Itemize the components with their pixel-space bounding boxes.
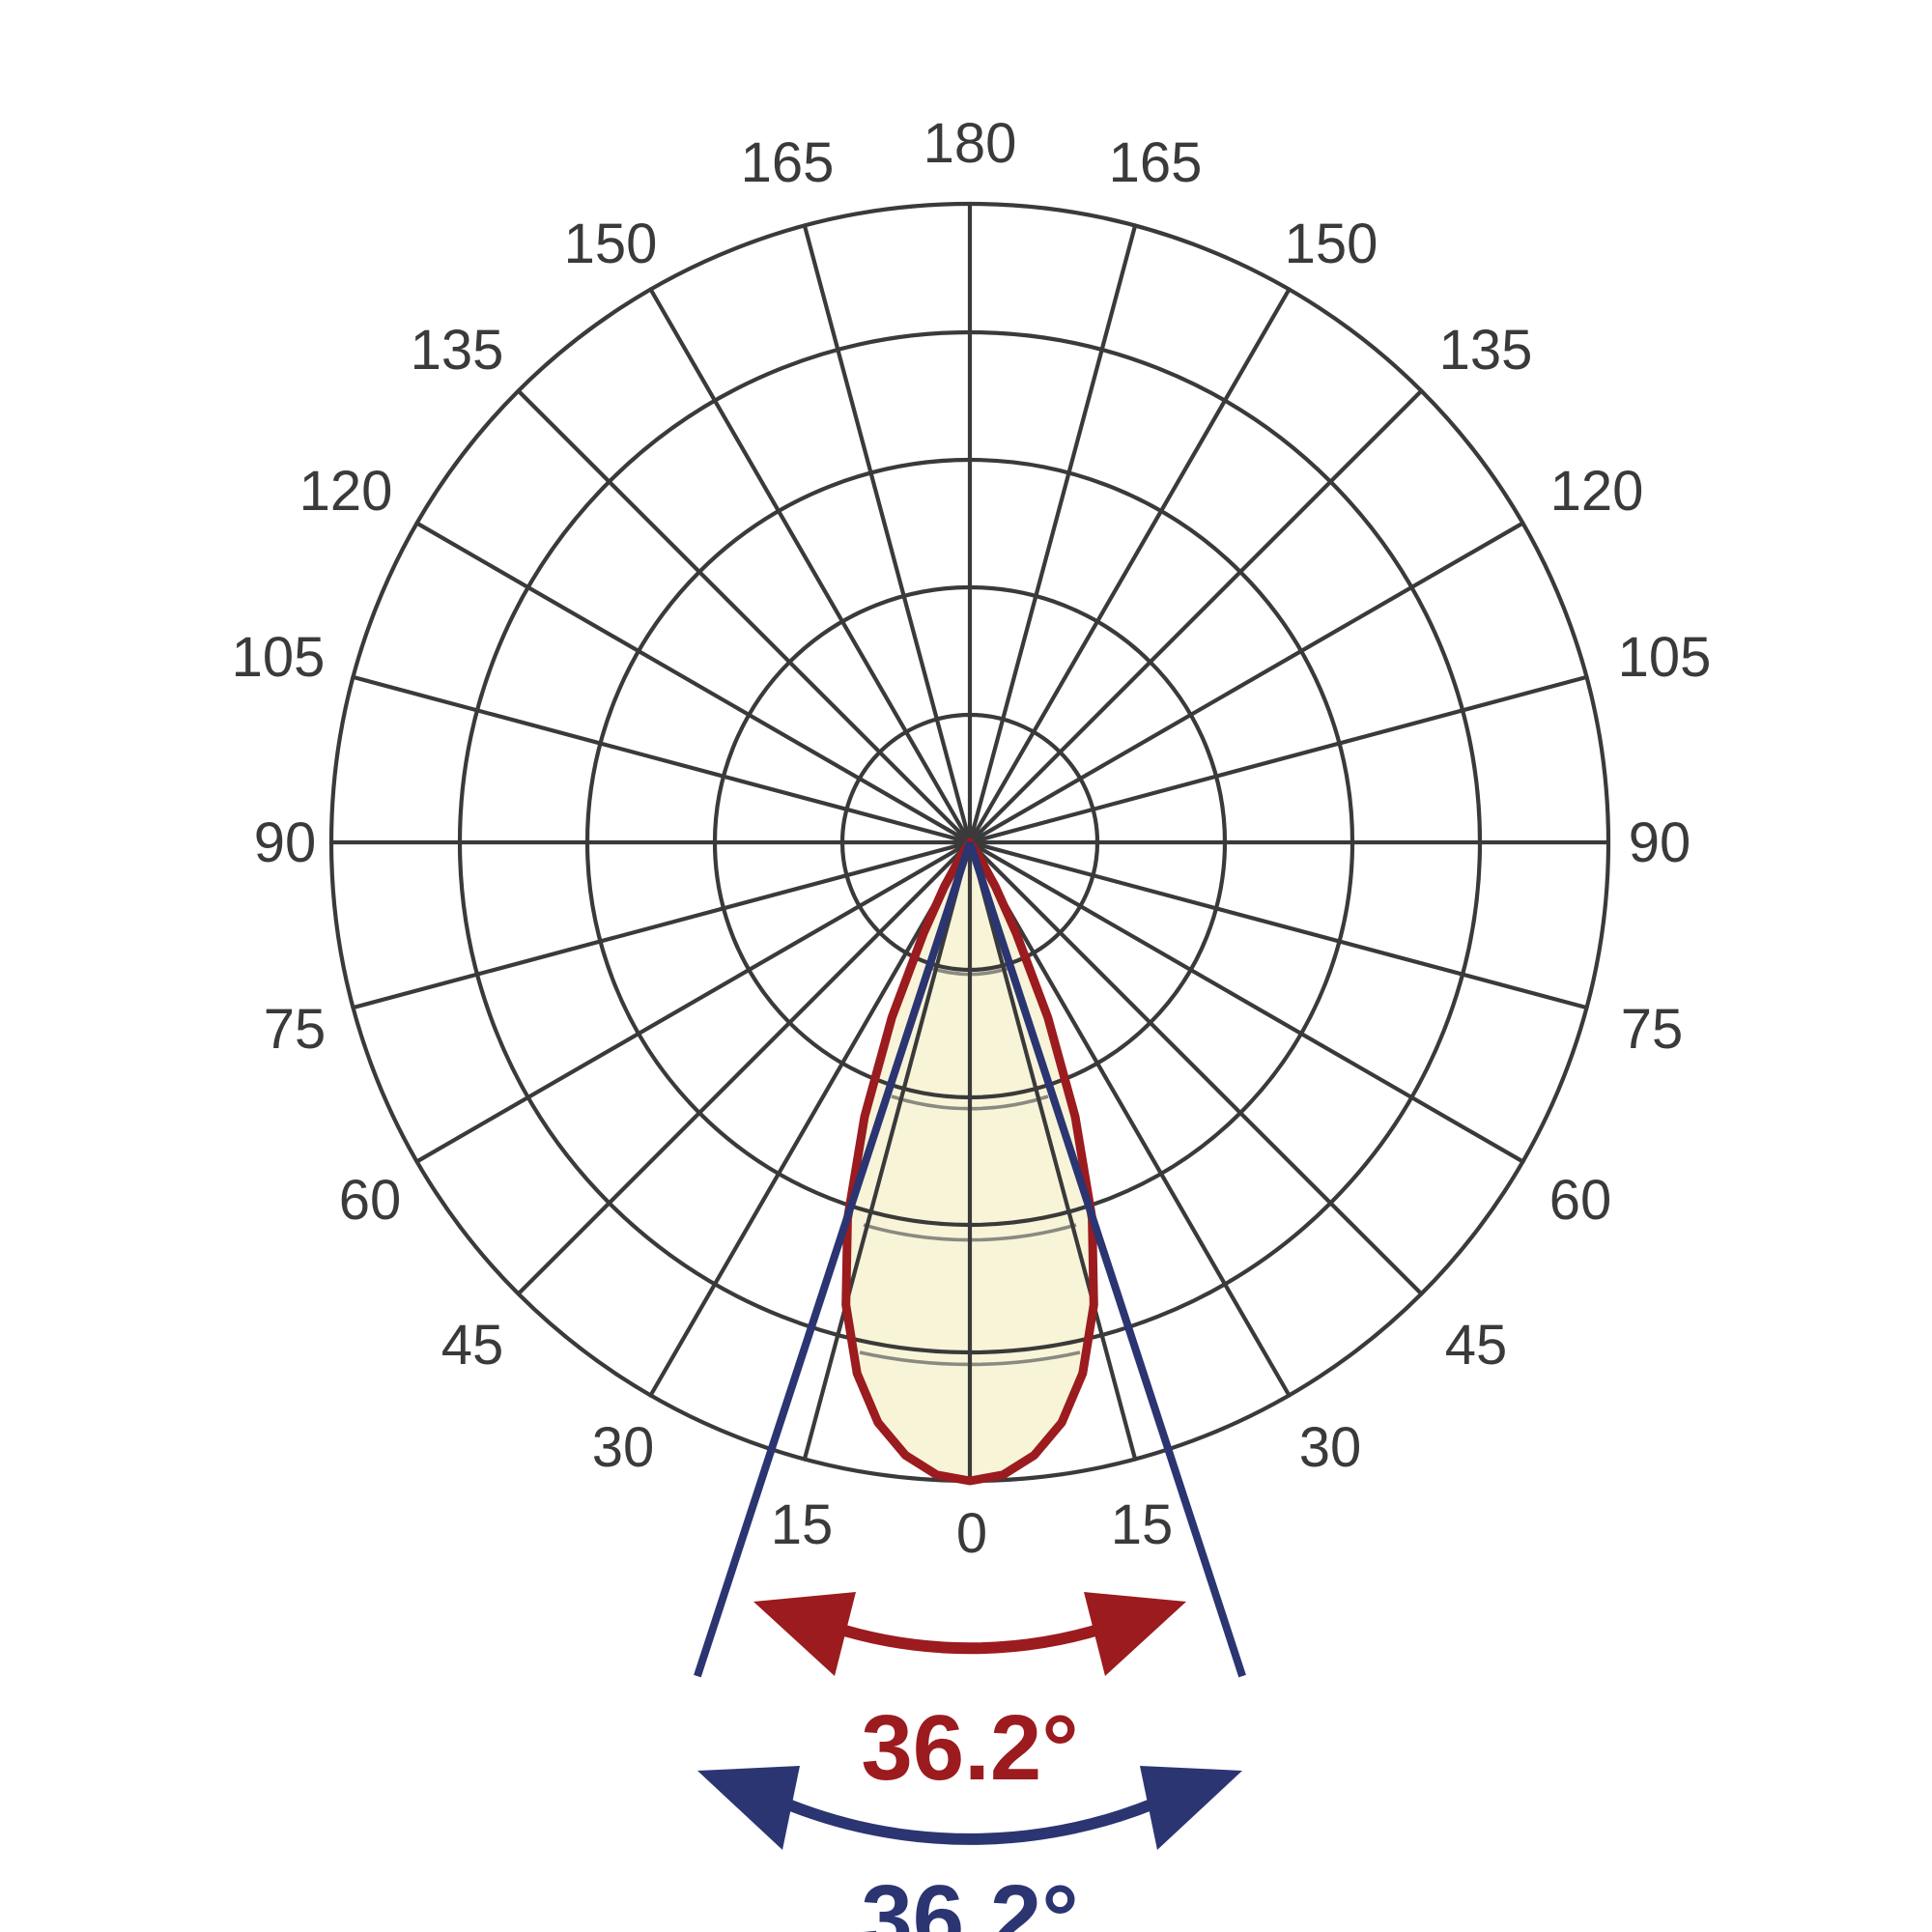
spoke-150l <box>648 287 973 845</box>
spoke-45l <box>516 839 973 1296</box>
beam-angle-arrowhead-left-red <box>753 1592 856 1676</box>
tick-label-30-right: 30 <box>1299 1416 1362 1479</box>
beam-angle-label-red: 36.2° <box>861 1696 1078 1800</box>
beam-angle-rays <box>694 840 1246 1678</box>
beam-angle-annotation-blue: 36.2° <box>697 1766 1242 1932</box>
spoke-135l <box>516 388 973 845</box>
beam-angle-arrowhead-right-red <box>1084 1592 1186 1676</box>
intensity-curve-group <box>841 838 1098 1486</box>
spoke-120r <box>967 521 1525 845</box>
spoke-60l <box>414 839 973 1164</box>
spoke-45r <box>967 839 1424 1296</box>
spoke-165l <box>802 223 973 845</box>
tick-label-135-right: 135 <box>1439 319 1533 382</box>
tick-label-60-right: 60 <box>1549 1169 1612 1232</box>
tick-label-135-left: 135 <box>411 319 504 382</box>
spoke-75r <box>967 839 1589 1010</box>
beam-angle-arrowhead-left-blue <box>697 1766 800 1850</box>
spoke-30l <box>648 839 973 1398</box>
polar-grid-spokes <box>328 201 1611 1484</box>
tick-label-15-right: 15 <box>1111 1493 1174 1556</box>
beam-angle-label-blue: 36.2° <box>861 1866 1078 1932</box>
tick-label-30-left: 30 <box>592 1416 655 1479</box>
spoke-105l <box>351 674 973 845</box>
tick-label-150-left: 150 <box>564 213 658 275</box>
spoke-135r <box>967 388 1424 845</box>
spoke-165r <box>967 223 1138 845</box>
spoke-120l <box>414 521 973 845</box>
spoke-15r <box>967 839 1138 1462</box>
tick-label-0: 0 <box>956 1502 987 1565</box>
spoke-75l <box>351 839 973 1010</box>
angle-tick-labels: 180 165 165 150 150 135 135 120 120 105 … <box>232 112 1712 1565</box>
tick-label-150-right: 150 <box>1285 213 1378 275</box>
beam-angle-arc-red <box>824 1619 1116 1655</box>
tick-label-75-right: 75 <box>1621 998 1684 1061</box>
tick-label-165-right: 165 <box>1109 131 1203 194</box>
tick-label-75-left: 75 <box>264 998 327 1061</box>
tick-label-60-left: 60 <box>339 1169 402 1232</box>
beam-ray-right <box>966 840 1246 1678</box>
tick-label-90-right: 90 <box>1629 811 1691 874</box>
spoke-60r <box>967 839 1525 1164</box>
tick-label-120-left: 120 <box>299 460 393 523</box>
tick-label-120-right: 120 <box>1550 460 1644 523</box>
tick-label-15-left: 15 <box>771 1493 834 1556</box>
beam-angle-arrowhead-right-blue <box>1140 1766 1242 1850</box>
tick-label-165-left: 165 <box>741 131 835 194</box>
beam-ray-left <box>694 840 974 1678</box>
spoke-30r <box>967 839 1292 1398</box>
spoke-150r <box>967 287 1292 845</box>
tick-label-105-right: 105 <box>1618 626 1712 689</box>
beam-angle-annotation-red: 36.2° <box>753 1592 1186 1800</box>
tick-label-45-right: 45 <box>1445 1314 1508 1377</box>
tick-label-105-left: 105 <box>232 626 326 689</box>
tick-label-45-left: 45 <box>441 1314 504 1377</box>
tick-label-180: 180 <box>923 112 1017 175</box>
tick-label-90-left: 90 <box>254 811 317 874</box>
beam-angle-arc-blue <box>767 1791 1173 1845</box>
spoke-105r <box>967 674 1589 845</box>
spoke-15l <box>802 839 973 1462</box>
intensity-curve-red <box>841 838 1098 1486</box>
